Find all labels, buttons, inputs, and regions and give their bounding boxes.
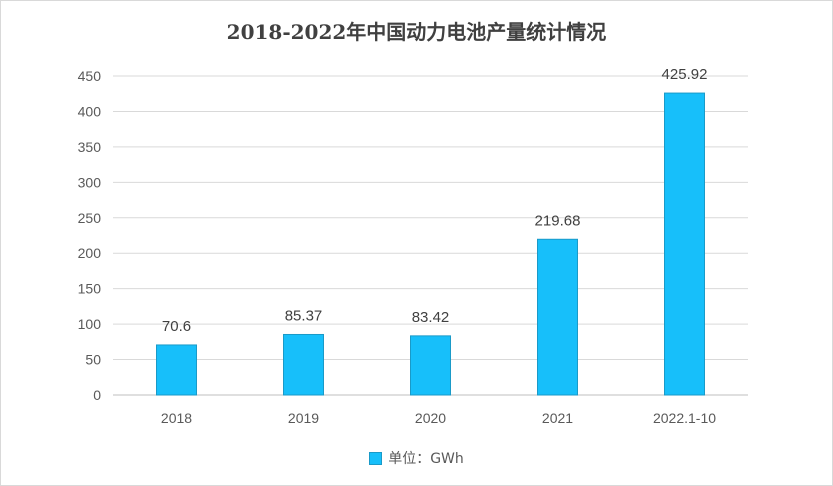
- y-tick-label: 400: [78, 103, 102, 119]
- y-tick-label: 300: [78, 174, 102, 190]
- x-tick-label: 2018: [161, 410, 192, 426]
- y-tick-label: 250: [78, 210, 102, 226]
- data-label: 85.37: [285, 307, 323, 324]
- bar: [410, 335, 451, 396]
- y-tick-label: 150: [78, 281, 102, 297]
- x-tick-label: 2021: [542, 410, 573, 426]
- legend-label: 单位：GWh: [388, 451, 464, 467]
- data-label: 219.68: [535, 212, 581, 229]
- bar: [537, 238, 578, 396]
- bar: [283, 333, 324, 396]
- y-tick-label: 100: [78, 316, 102, 332]
- y-tick-label: 450: [78, 68, 102, 84]
- y-tick-label: 0: [93, 387, 101, 403]
- data-label: 70.6: [162, 318, 191, 335]
- legend-swatch: [369, 451, 383, 465]
- y-tick-label: 50: [85, 352, 101, 368]
- x-tick-label: 2022.1-10: [653, 410, 716, 426]
- legend: 单位：GWh: [0, 448, 833, 468]
- x-tick-label: 2019: [288, 410, 319, 426]
- y-tick-label: 350: [78, 139, 102, 155]
- data-label: 83.42: [412, 309, 450, 326]
- y-tick-label: 200: [78, 245, 102, 261]
- data-label: 425.92: [662, 66, 708, 83]
- chart-title: 2018-2022年中国动力电池产量统计情况: [226, 20, 607, 44]
- x-tick-label: 2020: [415, 410, 446, 426]
- bar: [156, 344, 197, 396]
- bar: [664, 92, 705, 396]
